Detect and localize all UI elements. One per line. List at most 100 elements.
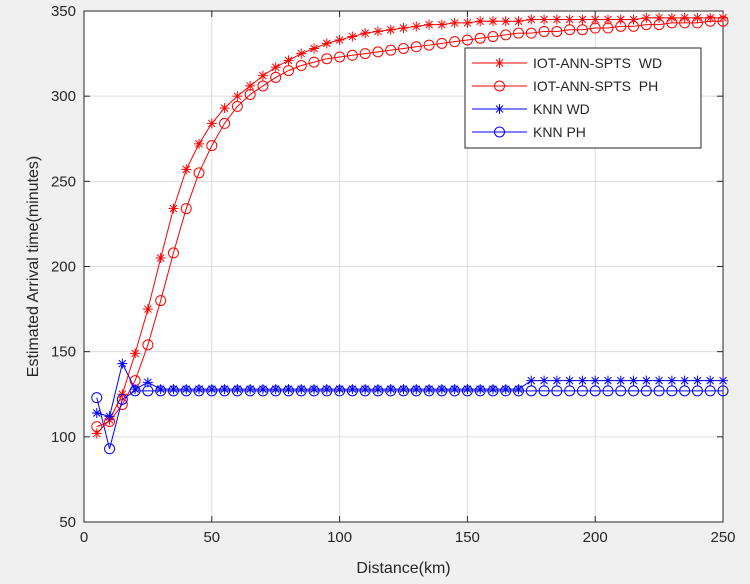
marker-stroke: [118, 359, 127, 368]
data-point: [117, 358, 128, 369]
marker-stroke: [450, 19, 459, 27]
legend-marker: [494, 104, 505, 114]
marker-stroke: [310, 44, 318, 53]
marker-stroke: [527, 15, 536, 24]
data-point: [691, 17, 703, 29]
marker-stroke: [655, 376, 663, 385]
data-point: [423, 385, 435, 397]
marker-stroke: [92, 409, 101, 417]
marker-stroke: [437, 20, 446, 29]
data-point: [231, 385, 243, 397]
y-tick-label: 100: [51, 429, 76, 446]
marker-stroke: [629, 376, 638, 385]
marker-stroke: [616, 376, 625, 385]
marker-stroke: [374, 27, 382, 36]
series-line: [96, 390, 723, 449]
series-knn-ph: [91, 385, 729, 455]
data-point: [577, 14, 588, 25]
data-point: [155, 252, 166, 263]
data-point: [525, 27, 537, 39]
marker-stroke: [476, 17, 485, 26]
data-point: [513, 16, 524, 27]
data-point: [500, 29, 512, 41]
marker-stroke: [144, 378, 152, 387]
data-point: [526, 14, 537, 25]
data-point: [283, 55, 294, 66]
data-point: [398, 42, 409, 54]
data-point: [295, 60, 307, 72]
data-point: [500, 385, 512, 397]
series-iot-ann-spts-ph: [91, 15, 729, 433]
x-tick-label: 150: [455, 529, 480, 546]
legend-item-iot-ann-spts-ph: IOT-ANN-SPTS PH: [472, 78, 658, 94]
data-point: [206, 385, 218, 397]
data-point: [602, 22, 614, 34]
marker-stroke: [361, 29, 370, 37]
data-point: [423, 39, 435, 51]
data-point: [334, 385, 346, 397]
y-tick-label: 150: [51, 344, 76, 361]
legend-label: IOT-ANN-SPTS WD: [533, 55, 662, 71]
marker-stroke: [335, 36, 344, 44]
y-tick-label: 300: [51, 88, 76, 105]
data-point: [474, 32, 486, 44]
data-point: [155, 385, 167, 397]
legend-marker: [494, 126, 505, 138]
data-point: [487, 16, 498, 27]
data-point: [91, 421, 103, 433]
data-point: [295, 385, 307, 397]
data-point: [385, 24, 396, 35]
marker-stroke: [565, 376, 574, 385]
data-point: [666, 385, 678, 397]
data-point: [142, 339, 154, 351]
data-point: [385, 44, 397, 56]
data-point: [104, 443, 116, 455]
data-point: [628, 20, 640, 32]
data-point: [589, 22, 601, 34]
data-point: [180, 203, 192, 215]
data-point: [359, 385, 371, 397]
data-point: [615, 385, 627, 397]
data-point: [462, 17, 473, 28]
data-point: [91, 392, 103, 404]
data-point: [167, 385, 179, 397]
data-point: [206, 140, 218, 152]
marker-stroke: [489, 17, 497, 26]
data-point: [346, 49, 358, 61]
data-point: [232, 91, 243, 102]
data-point: [398, 23, 409, 34]
y-axis-label: Estimated Arrival time(minutes): [25, 156, 42, 377]
data-point: [270, 62, 281, 73]
marker-stroke: [246, 82, 254, 90]
data-point: [576, 24, 588, 36]
data-point: [385, 385, 397, 397]
data-point: [244, 385, 256, 397]
data-point: [628, 385, 640, 397]
data-point: [691, 385, 703, 397]
marker-stroke: [495, 59, 504, 67]
data-point: [321, 38, 332, 49]
marker-stroke: [680, 376, 689, 385]
data-point: [181, 164, 192, 175]
data-point: [513, 27, 525, 39]
data-point: [539, 375, 550, 386]
data-point: [142, 385, 154, 397]
legend-label: KNN PH: [533, 124, 586, 140]
data-point: [257, 385, 269, 397]
marker-stroke: [578, 15, 587, 24]
data-point: [346, 385, 358, 397]
marker-stroke: [386, 25, 395, 34]
data-point: [551, 385, 563, 397]
data-point: [436, 37, 448, 49]
marker-stroke: [604, 15, 612, 24]
data-point: [411, 21, 422, 32]
marker-stroke: [514, 17, 523, 26]
marker-stroke: [540, 15, 548, 24]
x-tick-label: 100: [327, 529, 352, 546]
data-point: [666, 375, 677, 386]
x-tick-label: 0: [80, 529, 88, 546]
data-point: [155, 295, 167, 307]
data-point: [194, 138, 205, 149]
marker-stroke: [425, 20, 433, 29]
